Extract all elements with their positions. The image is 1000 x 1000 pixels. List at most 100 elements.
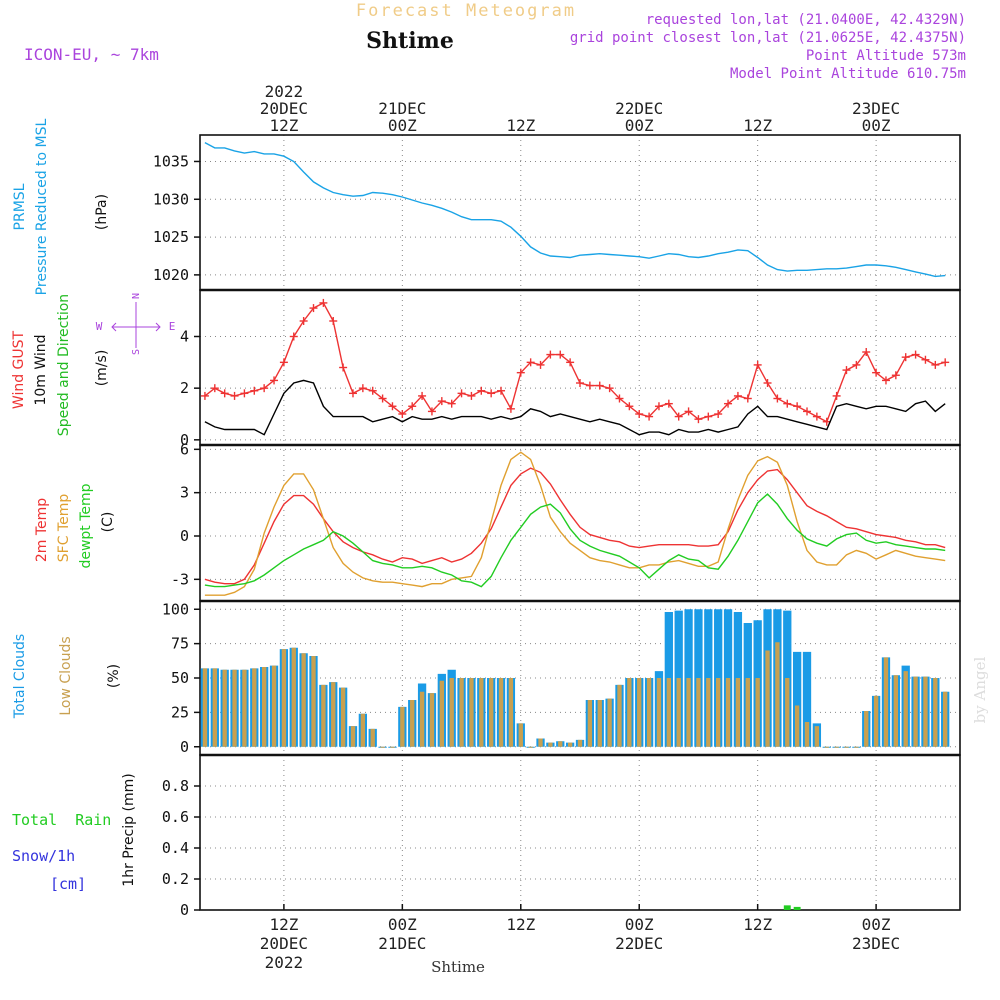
low-cloud-bar <box>913 676 918 747</box>
low-cloud-bar <box>528 746 533 748</box>
low-cloud-bar <box>212 668 217 747</box>
wind-dir-label: Speed and Direction <box>56 294 72 436</box>
compass-w: W <box>96 320 103 333</box>
wind10-label: 10m Wind <box>33 334 49 405</box>
gust-point <box>516 368 525 377</box>
low-cloud-bar <box>873 695 879 747</box>
gust-point <box>724 399 733 408</box>
y-tick-label: 0 <box>180 738 189 756</box>
low-cloud-bar <box>854 746 859 748</box>
top-time-label-line: 00Z <box>388 116 417 135</box>
low-cloud-bar <box>775 642 780 747</box>
top-title: Forecast Meteogram <box>356 1 576 21</box>
gust-point <box>546 350 555 359</box>
low-cloud-bar <box>567 742 573 747</box>
gust-point <box>585 381 594 390</box>
gust-point <box>901 353 910 362</box>
low-cloud-bar <box>488 678 494 747</box>
total-cloud-label: Total Clouds <box>12 634 28 719</box>
dew-label: dewpt Temp <box>78 483 94 568</box>
low-cloud-bar <box>429 693 435 747</box>
gust-label: Wind GUST <box>11 330 27 409</box>
bottom-time-label-line: 23DEC <box>852 934 900 953</box>
bottom-place: Shtime <box>431 958 485 976</box>
gust-point <box>881 376 890 385</box>
bottom-time-label-line: 20DEC <box>260 934 308 953</box>
low-cloud-bar <box>676 678 681 747</box>
gust-point <box>506 404 515 413</box>
low-cloud-bars <box>202 642 948 748</box>
low-cloud-bar <box>716 678 721 747</box>
panel-5: 0 0.2 0.4 0.6 0.8 <box>162 754 961 919</box>
gust-point <box>526 358 535 367</box>
gust-point <box>467 391 476 400</box>
gust-point <box>309 304 318 313</box>
low-cloud-bar <box>607 698 612 747</box>
low-cloud-bar <box>577 739 583 747</box>
low-cloud-bar <box>232 669 237 747</box>
y-tick-label: 1030 <box>153 190 189 208</box>
gust-line <box>204 301 946 423</box>
low-cloud-bar <box>686 678 691 747</box>
low-cloud-bar <box>794 705 800 747</box>
gust-point <box>289 332 298 341</box>
top-time-label-line: 00Z <box>862 116 891 135</box>
low-cloud-bar <box>943 691 948 747</box>
gust-point <box>654 402 663 411</box>
sfc-temp-line <box>204 451 946 596</box>
t2m-line <box>204 467 946 585</box>
top-time-label-line: 23DEC <box>852 99 900 118</box>
top-time-label-line: 12Z <box>269 116 298 135</box>
gust-point <box>477 386 486 395</box>
low-cloud-bar <box>459 678 464 747</box>
low-cloud-bar <box>538 738 543 747</box>
wind10-line <box>204 379 946 436</box>
y-tick-label: 1035 <box>153 152 189 170</box>
gust-point <box>556 350 565 359</box>
low-cloud-bar <box>725 678 731 747</box>
low-cloud-bar <box>419 691 425 747</box>
gust-point <box>605 384 614 393</box>
gust-point <box>260 384 269 393</box>
bottom-time-label-line: 00Z <box>388 915 417 934</box>
y-tick-label: 0 <box>180 431 189 449</box>
low-cloud-bar <box>785 678 790 747</box>
gust-point <box>753 360 762 369</box>
low-cloud-bar <box>735 678 741 747</box>
y-tick-label: 0 <box>180 901 189 919</box>
low-cloud-bar <box>706 678 711 747</box>
sfc-label: SFC Temp <box>56 494 72 563</box>
gust-point <box>921 355 930 364</box>
gust-point <box>664 399 673 408</box>
gust-point <box>733 391 742 400</box>
gust-point <box>714 410 723 418</box>
low-cloud-bar <box>893 675 899 747</box>
gust-point <box>427 407 436 416</box>
prmsl-label: PRMSL <box>12 183 28 230</box>
gust-point <box>645 412 654 421</box>
panel-1: 1020 1025 1030 1035 <box>153 134 961 291</box>
low-cloud-bar <box>745 678 750 747</box>
rain-bar <box>793 906 801 910</box>
temp-unit: (C) <box>100 512 116 533</box>
low-cloud-bar <box>380 746 385 748</box>
gust-point <box>398 410 407 418</box>
low-cloud-bar <box>449 678 454 747</box>
y-tick-label: 50 <box>171 669 189 687</box>
gust-point <box>891 371 900 380</box>
low-cloud-bar <box>202 668 208 747</box>
gust-point <box>566 358 575 367</box>
gust-point <box>931 360 940 369</box>
low-cloud-bar <box>617 684 622 747</box>
gust-point <box>576 379 584 387</box>
t2m-label: 2m Temp <box>34 498 50 562</box>
low-cloud-bar <box>311 656 316 747</box>
gust-point <box>536 360 545 369</box>
gust-point <box>704 412 713 421</box>
bottom-time-label-line: 00Z <box>625 915 654 934</box>
low-cloud-bar <box>261 667 267 747</box>
gust-point <box>842 366 851 375</box>
